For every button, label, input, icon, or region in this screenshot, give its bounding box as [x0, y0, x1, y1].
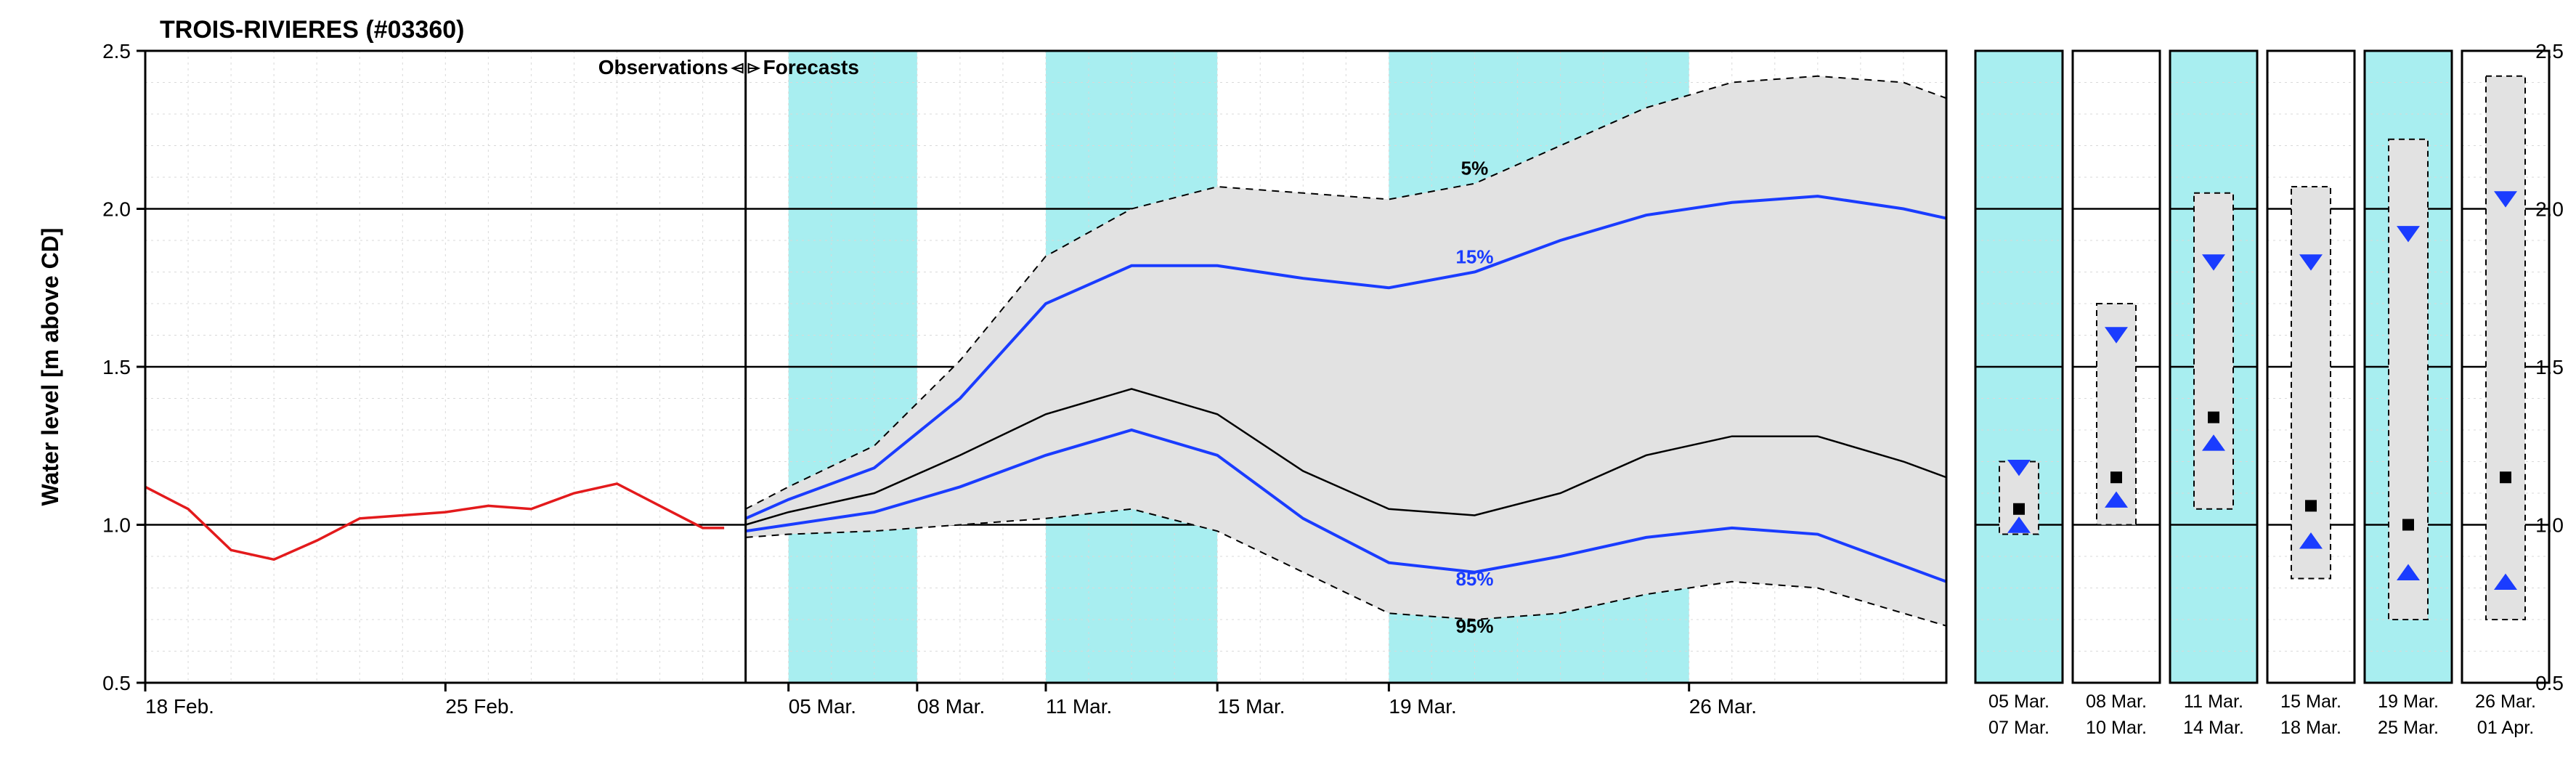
y-tick-label: 0.5 [102, 672, 131, 694]
y-tick-label-right: 1.5 [2535, 356, 2564, 378]
median-marker [2500, 471, 2511, 483]
observations-label: Observations [598, 56, 728, 78]
range-box [2389, 139, 2428, 620]
panel-label-bot: 25 Mar. [2378, 718, 2439, 738]
y-tick-label-right: 2.0 [2535, 198, 2564, 221]
p5-label: 5% [1461, 158, 1489, 179]
x-tick-label: 19 Mar. [1389, 695, 1456, 718]
panel-label-top: 11 Mar. [2184, 691, 2243, 712]
p95-label: 95% [1455, 615, 1493, 637]
p15-label: 15% [1455, 246, 1493, 268]
panel-label-bot: 07 Mar. [1988, 718, 2049, 738]
observation-line [145, 484, 724, 559]
panel-label-bot: 01 Apr. [2477, 718, 2534, 738]
y-tick-label-right: 2.5 [2535, 40, 2564, 62]
y-tick-label: 1.0 [102, 514, 131, 537]
panel-label-top: 26 Mar. [2475, 691, 2536, 712]
chart-title: TROIS-RIVIERES (#03360) [160, 16, 464, 44]
envelope-fill [746, 76, 1946, 626]
panel-label-top: 08 Mar. [2086, 691, 2147, 712]
x-tick-label: 08 Mar. [917, 695, 985, 718]
y-tick-label-right: 0.5 [2535, 672, 2564, 694]
y-tick-label: 2.0 [102, 198, 131, 221]
y-tick-label-right: 1.0 [2535, 514, 2564, 537]
side-panel: 19 Mar. 25 Mar. [2365, 51, 2452, 738]
y-tick-label: 2.5 [102, 40, 131, 62]
x-tick-label: 15 Mar. [1217, 695, 1285, 718]
x-tick-label: 25 Feb. [445, 695, 514, 718]
range-box [2486, 76, 2525, 620]
x-tick-label: 11 Mar. [1046, 695, 1112, 718]
chart-container: 5% 15% 85% 95% 18 Feb. 25 Feb. 05 Mar. 08 Mar. 1… [0, 0, 2576, 775]
main-panel: 5% 15% 85% 95% 18 Feb. 25 Feb. 05 Mar. 08 Mar. 1… [37, 16, 1946, 718]
x-tick-label: 05 Mar. [789, 695, 856, 718]
side-panel: 15 Mar. 18 Mar. [2267, 51, 2354, 738]
median-marker [2208, 412, 2219, 423]
water-level-chart: 5% 15% 85% 95% 18 Feb. 25 Feb. 05 Mar. 08 Mar. 1… [0, 0, 2576, 775]
x-tick-label: 18 Feb. [145, 695, 214, 718]
y-tick-label: 1.5 [102, 356, 131, 378]
median-marker [2110, 471, 2122, 483]
panel-label-bot: 14 Mar. [2183, 718, 2244, 738]
panel-label-bot: 18 Mar. [2280, 718, 2341, 738]
side-panel: 26 Mar. 01 Apr. [2462, 51, 2549, 738]
y-axis-label: Water level [m above CD] [37, 228, 63, 506]
panel-label-top: 19 Mar. [2378, 691, 2439, 712]
median-marker [2402, 519, 2414, 531]
side-panel: 11 Mar. 14 Mar. [2170, 51, 2257, 738]
forecasts-label: Forecasts [763, 56, 859, 78]
side-panel: 05 Mar. 07 Mar. [1975, 51, 2063, 738]
range-box [2291, 187, 2331, 578]
panel-label-top: 15 Mar. [2280, 691, 2341, 712]
median-marker [2305, 500, 2317, 511]
panel-label-top: 05 Mar. [1988, 691, 2049, 712]
side-panel: 08 Mar. 10 Mar. [2073, 51, 2160, 738]
median-marker [2013, 503, 2025, 515]
p85-label: 85% [1455, 568, 1493, 590]
range-box [2194, 193, 2233, 509]
panel-label-bot: 10 Mar. [2086, 718, 2147, 738]
x-tick-label: 26 Mar. [1689, 695, 1757, 718]
